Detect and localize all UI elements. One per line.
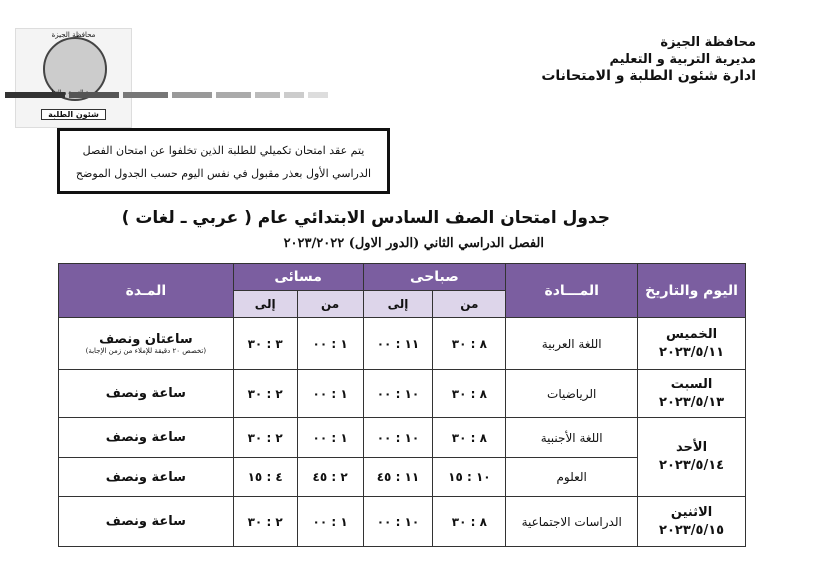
header-evening-from: من: [296, 290, 364, 318]
day-name: الاثنين: [670, 504, 713, 520]
day-date: ٢٠٢٣/٥/١١: [659, 344, 725, 360]
evening-from-cell: ١ : ٠٠: [296, 417, 364, 458]
notice-box: يتم عقد امتحان تكميلي للطلبة الذين تخلفو…: [57, 128, 390, 194]
subject-cell: العلوم: [505, 457, 639, 497]
decorative-divider: [5, 92, 335, 98]
logo-top-text: محافظة الجيزة: [51, 31, 96, 39]
day-cell: الخميس ٢٠٢٣/٥/١١: [637, 317, 746, 370]
header-morning-to: إلى: [362, 290, 434, 318]
morning-from-cell: ٨ : ٣٠: [432, 417, 507, 458]
page-title: جدول امتحان الصف السادس الابتدائي عام ( …: [121, 208, 610, 228]
evening-from-cell: ١ : ٠٠: [296, 317, 364, 370]
morning-to-cell: ١٠ : ٠٠: [362, 417, 434, 458]
header-morning: صباحى: [362, 263, 507, 291]
day-name: الخميس: [666, 326, 718, 342]
evening-to-cell: ٢ : ٣٠: [232, 496, 298, 547]
logo-emblem: [43, 37, 107, 101]
header-evening: مسائى: [232, 263, 364, 291]
exam-schedule-table: اليوم والتاريخ المـــادة صباحى مسائى الم…: [58, 263, 746, 547]
subject-cell: الدراسات الاجتماعية: [505, 496, 639, 547]
table-row: الاثنين ٢٠٢٣/٥/١٥ الدراسات الاجتماعية ٨ :…: [58, 496, 746, 547]
evening-to-cell: ٢ : ٣٠: [232, 369, 298, 418]
table-row: السبت ٢٠٢٣/٥/١٣ الرياضيات ٨ : ٣٠ ١٠ : ٠٠ …: [58, 369, 746, 418]
page-subtitle: الفصل الدراسي الثاني (الدور الاول) ٢٠٢٣/…: [283, 236, 544, 251]
table-row: الخميس ٢٠٢٣/٥/١١ اللغة العربية ٨ : ٣٠ ١١ …: [58, 317, 746, 370]
day-name: السبت: [670, 376, 713, 392]
subject-cell: اللغة العربية: [505, 317, 639, 370]
header-morning-from: من: [432, 290, 507, 318]
day-date: ٢٠٢٣/٥/١٤: [659, 458, 725, 473]
notice-line-2: الدراسي الأول بعذر مقبول في نفس اليوم حس…: [75, 167, 372, 180]
letterhead-governorate: محافظة الجيزة: [660, 35, 756, 50]
duration-cell: ساعة ونصف: [58, 369, 234, 418]
evening-to-cell: ٣ : ٣٠: [232, 317, 298, 370]
day-date: ٢٠٢٣/٥/١٥: [659, 522, 725, 538]
morning-from-cell: ٨ : ٣٠: [432, 496, 507, 547]
duration-cell: ساعة ونصف: [58, 417, 234, 458]
morning-to-cell: ١١ : ٠٠: [362, 317, 434, 370]
evening-from-cell: ٢ : ٤٥: [296, 457, 364, 497]
duration-cell: ساعة ونصف: [58, 457, 234, 497]
morning-from-cell: ٨ : ٣٠: [432, 317, 507, 370]
evening-to-cell: ٤ : ١٥: [232, 457, 298, 497]
day-cell: السبت ٢٠٢٣/٥/١٣: [637, 369, 746, 418]
day-cell: الاثنين ٢٠٢٣/٥/١٥: [637, 496, 746, 547]
duration-cell: ساعتان ونصف (تخصص ٢٠ دقيقة للإملاء من زمن…: [58, 317, 234, 370]
table-row: العلوم ١٠ : ١٥ ١١ : ٤٥ ٢ : ٤٥ ٤ : ١٥ ساع…: [58, 457, 746, 497]
day-date: ٢٠٢٣/٥/١٣: [659, 394, 725, 410]
subject-cell: اللغة الأجنبية: [505, 417, 639, 458]
header-day: اليوم والتاريخ: [637, 263, 746, 318]
morning-to-cell: ١٠ : ٠٠: [362, 496, 434, 547]
logo-bottom-text: شئون الطلبة: [41, 109, 106, 120]
evening-from-cell: ١ : ٠٠: [296, 369, 364, 418]
header-duration: المـدة: [58, 263, 234, 318]
day-name: الأحد: [676, 440, 708, 455]
subject-cell: الرياضيات: [505, 369, 639, 418]
evening-from-cell: ١ : ٠٠: [296, 496, 364, 547]
duration-cell: ساعة ونصف: [58, 496, 234, 547]
duration-note: (تخصص ٢٠ دقيقة للإملاء من زمن الإجابة): [85, 347, 207, 355]
directorate-logo: محافظة الجيزة مديرية التربية و التعليم ش…: [15, 28, 132, 128]
table-row: الأحد ٢٠٢٣/٥/١٤ اللغة الأجنبية ٨ : ٣٠ ١٠ …: [58, 417, 746, 497]
morning-from-cell: ١٠ : ١٥: [432, 457, 507, 497]
morning-to-cell: ١١ : ٤٥: [362, 457, 434, 497]
header-evening-to: إلى: [232, 290, 298, 318]
morning-from-cell: ٨ : ٣٠: [432, 369, 507, 418]
notice-line-1: يتم عقد امتحان تكميلي للطلبة الذين تخلفو…: [82, 144, 365, 157]
letterhead-department: ادارة شئون الطلبة و الامتحانات: [541, 68, 756, 84]
header-subject: المـــادة: [505, 263, 639, 318]
letterhead: محافظة الجيزة مديرية التربية و التعليم ا…: [541, 34, 756, 85]
duration-text: ساعتان ونصف: [99, 332, 193, 347]
evening-to-cell: ٢ : ٣٠: [232, 417, 298, 458]
morning-to-cell: ١٠ : ٠٠: [362, 369, 434, 418]
letterhead-directorate: مديرية التربية و التعليم: [609, 52, 756, 67]
day-cell: الأحد ٢٠٢٣/٥/١٤: [637, 417, 746, 497]
